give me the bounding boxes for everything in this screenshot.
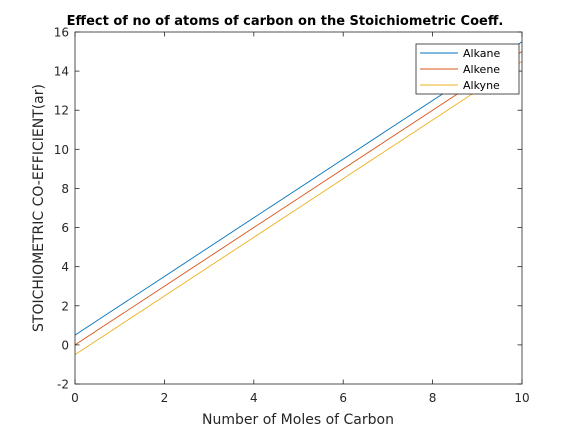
- y-tick-label: 14: [54, 65, 69, 79]
- y-tick-label: -2: [57, 378, 69, 392]
- x-tick-label: 0: [71, 391, 79, 405]
- y-tick-label: 10: [54, 143, 69, 157]
- axes-box: [74, 31, 523, 385]
- y-tick-label: 2: [61, 299, 69, 313]
- x-axis-ticks: 0 2 4 6 8 10: [71, 32, 530, 405]
- x-tick-label: 10: [514, 391, 529, 405]
- chart-title: Effect of no of atoms of carbon on the S…: [67, 14, 504, 29]
- y-tick-label: 6: [61, 221, 69, 235]
- legend: Alkane Alkene Alkyne: [415, 43, 520, 95]
- x-tick-label: 6: [339, 391, 347, 405]
- y-tick-label: 12: [54, 104, 69, 118]
- x-tick-label: 4: [250, 391, 258, 405]
- y-tick-label: 8: [61, 182, 69, 196]
- legend-label-alkane: Alkane: [463, 47, 500, 60]
- x-axis-label: Number of Moles of Carbon: [202, 412, 394, 428]
- legend-label-alkene: Alkene: [463, 63, 500, 76]
- y-tick-label: 16: [54, 26, 69, 40]
- axes-group: [74, 31, 523, 385]
- y-tick-label: 4: [61, 260, 69, 274]
- series-line-alkene: [74, 51, 523, 346]
- y-axis-ticks: -2 0 2 4 6 8 10 12 14 16: [54, 26, 522, 392]
- series-line-alkyne: [74, 60, 523, 356]
- y-tick-label: 0: [61, 338, 69, 352]
- x-tick-label: 8: [429, 391, 437, 405]
- y-axis-label: STOICHIOMETRIC CO-EFFICIENT(ar): [31, 84, 47, 332]
- x-tick-label: 2: [161, 391, 169, 405]
- legend-label-alkyne: Alkyne: [463, 79, 500, 92]
